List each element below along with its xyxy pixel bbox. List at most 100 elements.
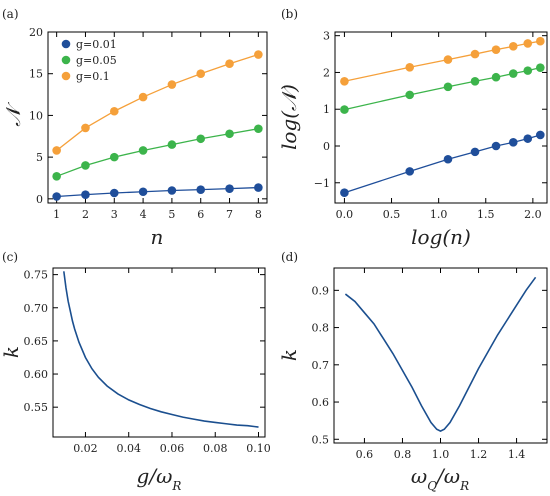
legend-marker bbox=[61, 39, 71, 49]
data-point bbox=[81, 123, 90, 133]
x-tick-label: 1.0 bbox=[432, 448, 450, 461]
y-tick-label: 15 bbox=[29, 68, 43, 81]
x-tick-label: 0.06 bbox=[160, 442, 185, 455]
x-axis-label: g/ωR bbox=[137, 464, 182, 493]
data-point bbox=[196, 69, 206, 79]
y-tick-label: 3 bbox=[323, 30, 330, 43]
x-tick-label: 1 bbox=[53, 208, 60, 221]
y-tick-label: 0.55 bbox=[24, 401, 49, 414]
y-axis-label: k bbox=[277, 349, 301, 361]
y-tick-label: 0 bbox=[36, 193, 43, 206]
data-point bbox=[167, 186, 177, 195]
series-line-g=0.01 bbox=[56, 186, 259, 198]
series-line-curve bbox=[63, 271, 259, 428]
data-point bbox=[470, 76, 480, 86]
y-tick-label: 0.60 bbox=[24, 368, 49, 381]
data-point bbox=[523, 66, 533, 75]
series-line-g=0.1 bbox=[56, 53, 259, 151]
x-axis-label: log(n) bbox=[411, 225, 471, 249]
x-tick-label: 0.5 bbox=[383, 208, 401, 221]
panel-d-label: (d) bbox=[281, 250, 298, 264]
data-point bbox=[167, 80, 177, 89]
x-tick-label: 0.8 bbox=[394, 448, 412, 461]
y-axis-label: log(𝒩) bbox=[277, 84, 301, 150]
data-point bbox=[225, 59, 234, 68]
data-point bbox=[254, 124, 263, 134]
legend-marker bbox=[61, 71, 71, 81]
data-point bbox=[52, 172, 61, 181]
data-point bbox=[196, 134, 206, 144]
x-tick-label: 2.0 bbox=[524, 208, 542, 221]
data-point bbox=[109, 106, 119, 116]
data-point bbox=[443, 82, 453, 92]
data-point bbox=[196, 185, 206, 194]
y-tick-label: 0.75 bbox=[24, 269, 49, 282]
x-tick-label: 1.5 bbox=[477, 208, 495, 221]
x-tick-label: 3 bbox=[111, 208, 118, 221]
plot-frame bbox=[47, 31, 268, 204]
legend-entry: g=0.01 bbox=[76, 38, 117, 51]
x-tick-label: 0.08 bbox=[203, 442, 228, 455]
x-tick-label: 6 bbox=[197, 208, 204, 221]
y-tick-label: 0.8 bbox=[312, 322, 330, 335]
data-point bbox=[138, 187, 148, 197]
y-tick-label: 0.5 bbox=[312, 433, 330, 446]
data-point bbox=[405, 167, 415, 176]
data-point bbox=[470, 49, 480, 59]
x-tick-label: 0.04 bbox=[116, 442, 141, 455]
x-tick-label: 1.2 bbox=[470, 448, 488, 461]
data-point bbox=[523, 134, 533, 143]
series-line-g=0.05 bbox=[56, 128, 259, 177]
panel-c: (c) 0.02 0.04 0.06 0.08 0.10 0.55 0.60 0.65 0.70… bbox=[0, 250, 271, 493]
y-tick-label: −1 bbox=[314, 177, 330, 190]
data-point bbox=[138, 92, 148, 102]
legend-entry: g=0.1 bbox=[76, 70, 110, 83]
panel-a-label: (a) bbox=[2, 7, 19, 21]
y-tick-label: 5 bbox=[36, 151, 43, 164]
x-axis-label: ωQ/ωR bbox=[411, 464, 469, 493]
x-tick-label: 5 bbox=[168, 208, 175, 221]
data-point bbox=[52, 146, 61, 155]
x-tick-label: 0.6 bbox=[356, 448, 374, 461]
x-tick-label: 1.0 bbox=[430, 208, 448, 221]
plot-frame bbox=[334, 31, 548, 204]
data-point bbox=[443, 55, 453, 64]
data-point bbox=[81, 190, 90, 199]
y-tick-label: 0.7 bbox=[312, 359, 330, 372]
y-tick-label: 20 bbox=[29, 26, 43, 39]
data-point bbox=[523, 39, 533, 48]
panel-d: (d) 0.6 0.8 1.0 1.2 1.4 0.5 0.6 0.7 0.8 0.9 ωQ/ωR k bbox=[277, 250, 548, 493]
x-tick-label: 1.4 bbox=[508, 448, 526, 461]
plot-frame bbox=[333, 267, 548, 444]
panel-b-label: (b) bbox=[281, 7, 298, 21]
data-point bbox=[340, 105, 349, 114]
data-point bbox=[109, 188, 119, 198]
data-point bbox=[52, 192, 61, 201]
data-point bbox=[508, 42, 518, 51]
x-tick-label: 0.10 bbox=[246, 442, 271, 455]
y-tick-label: 0.65 bbox=[24, 335, 49, 348]
y-tick-label: 2 bbox=[323, 66, 330, 79]
data-point bbox=[491, 141, 501, 151]
x-tick-label: 8 bbox=[255, 208, 262, 221]
series-line-curve bbox=[344, 276, 537, 432]
x-tick-label: 0.02 bbox=[73, 442, 98, 455]
data-point bbox=[443, 154, 453, 164]
x-tick-label: 4 bbox=[140, 208, 147, 221]
data-point bbox=[508, 69, 518, 78]
y-tick-label: 0.9 bbox=[312, 284, 330, 297]
legend-entry: g=0.05 bbox=[76, 54, 117, 67]
data-point bbox=[405, 63, 415, 72]
data-point bbox=[138, 146, 148, 155]
data-point bbox=[167, 140, 177, 149]
x-tick-label: 2 bbox=[82, 208, 89, 221]
data-point bbox=[470, 147, 480, 157]
plot-frame bbox=[52, 267, 266, 438]
data-point bbox=[405, 90, 415, 100]
panel-b: (b) 0.0 0.5 1.0 1.5 2.0 −1 0 1 2 3 log(n) log(𝒩) bbox=[277, 7, 548, 249]
data-point bbox=[225, 129, 234, 139]
y-axis-label: 𝒩 bbox=[1, 102, 25, 127]
y-tick-label: 1 bbox=[323, 103, 330, 116]
data-point bbox=[491, 45, 501, 54]
data-point bbox=[491, 72, 501, 82]
